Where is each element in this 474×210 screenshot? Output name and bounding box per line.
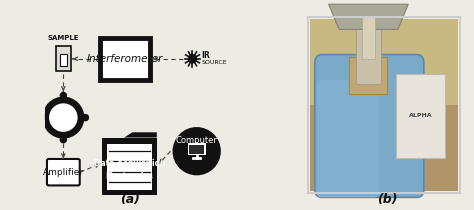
Text: SAMPLE: SAMPLE [47, 35, 79, 41]
Text: ALPHA: ALPHA [409, 113, 432, 118]
Bar [310, 19, 458, 191]
Bar [308, 17, 460, 193]
Text: Interferometer: Interferometer [87, 54, 164, 64]
Text: Detector: Detector [44, 113, 83, 122]
Bar [60, 54, 67, 66]
FancyBboxPatch shape [317, 80, 379, 197]
Text: (b): (b) [377, 193, 398, 206]
Text: Computer: Computer [176, 136, 218, 145]
Bar [100, 38, 151, 80]
FancyBboxPatch shape [47, 159, 80, 185]
Circle shape [42, 97, 84, 139]
Circle shape [61, 93, 65, 98]
Text: Amplifier: Amplifier [43, 168, 84, 177]
Bar [188, 143, 206, 155]
Circle shape [60, 136, 67, 143]
Polygon shape [102, 132, 157, 138]
Bar [56, 46, 71, 71]
Circle shape [189, 55, 197, 63]
Bar [363, 17, 374, 59]
FancyBboxPatch shape [315, 55, 424, 197]
Circle shape [37, 114, 45, 121]
Text: IR: IR [201, 51, 210, 60]
Text: SOURCE: SOURCE [201, 60, 227, 66]
Circle shape [173, 127, 221, 175]
Text: (a): (a) [119, 193, 139, 206]
Circle shape [83, 116, 88, 120]
Bar [356, 25, 381, 84]
Text: Data Acquisition
Electronics: Data Acquisition Electronics [94, 159, 165, 181]
Bar [310, 19, 458, 105]
Circle shape [60, 92, 67, 99]
Bar [107, 144, 152, 190]
Circle shape [82, 114, 89, 121]
Circle shape [49, 103, 78, 132]
Polygon shape [328, 4, 408, 29]
Circle shape [39, 116, 44, 120]
Circle shape [61, 138, 65, 142]
Polygon shape [102, 138, 157, 195]
Bar [396, 74, 445, 158]
Bar [349, 57, 387, 94]
Bar [190, 145, 204, 154]
